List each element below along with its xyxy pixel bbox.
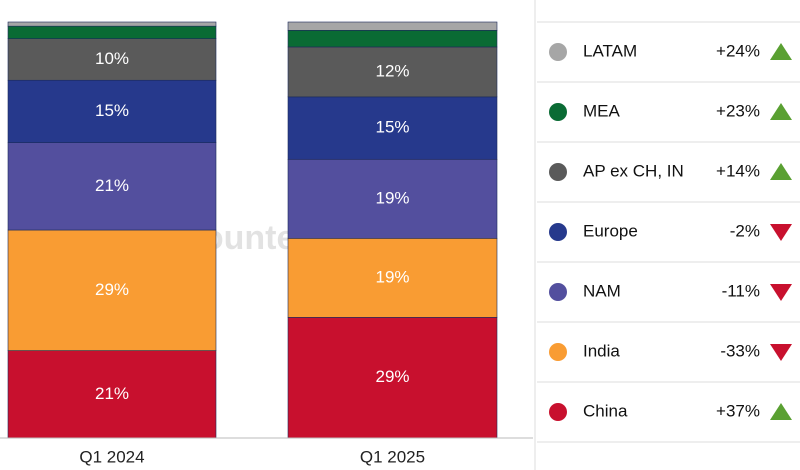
arrow-down <box>770 224 792 241</box>
data-label: 15% <box>375 118 409 137</box>
data-label: 29% <box>375 367 409 386</box>
bar-segment <box>7 25 217 39</box>
legend-dot <box>549 283 567 301</box>
arrow-up <box>770 403 792 420</box>
legend-label: LATAM <box>583 41 637 60</box>
bar-segment <box>287 46 498 98</box>
bar-segment <box>287 238 498 318</box>
data-label: 15% <box>95 101 129 120</box>
bar-segment <box>287 30 498 48</box>
bar-segment <box>287 96 498 160</box>
arrow-up <box>770 163 792 180</box>
bar-segment <box>287 158 498 239</box>
arrow-down <box>770 284 792 301</box>
growth-label: +23% <box>716 101 760 120</box>
legend-dot <box>549 103 567 121</box>
legend-label: India <box>583 341 620 360</box>
bar-segment <box>7 350 217 439</box>
growth-label: +24% <box>716 41 760 60</box>
data-label: 10% <box>95 49 129 68</box>
bar-segment <box>287 317 498 439</box>
legend-label: China <box>583 401 628 420</box>
legend-dot <box>549 163 567 181</box>
legend-dot <box>549 43 567 61</box>
growth-label: -2% <box>730 221 760 240</box>
data-label: 19% <box>375 188 409 207</box>
data-label: 21% <box>95 176 129 195</box>
bar-segment <box>7 142 217 231</box>
data-label: 21% <box>95 384 129 403</box>
data-label: 19% <box>375 267 409 286</box>
legend-label: NAM <box>583 281 621 300</box>
legend-dot <box>549 223 567 241</box>
x-tick-label: Q1 2024 <box>79 447 144 466</box>
bar-segment <box>7 79 217 143</box>
bar-segment <box>7 38 217 81</box>
data-label: 12% <box>375 61 409 80</box>
growth-label: -33% <box>720 341 760 360</box>
legend-label: Europe <box>583 221 638 240</box>
legend-label: AP ex CH, IN <box>583 161 684 180</box>
arrow-up <box>770 43 792 60</box>
growth-label: -11% <box>722 281 760 300</box>
data-label: 29% <box>95 280 129 299</box>
legend-label: MEA <box>583 101 621 120</box>
x-tick-label: Q1 2025 <box>360 447 425 466</box>
arrow-up <box>770 103 792 120</box>
growth-label: +37% <box>716 401 760 420</box>
bar-segment <box>287 21 498 31</box>
legend-dot <box>549 343 567 361</box>
growth-label: +14% <box>716 161 760 180</box>
bar-segment <box>7 21 217 27</box>
arrow-down <box>770 344 792 361</box>
legend-dot <box>549 403 567 421</box>
